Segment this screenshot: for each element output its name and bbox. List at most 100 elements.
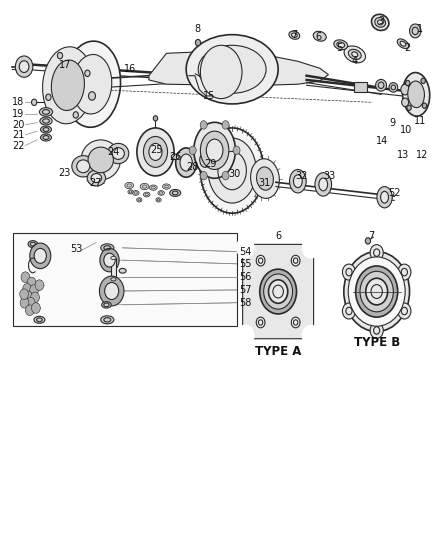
Ellipse shape (371, 14, 389, 30)
Text: 12: 12 (416, 150, 428, 159)
Circle shape (360, 271, 393, 312)
Circle shape (24, 291, 32, 302)
Ellipse shape (400, 41, 406, 46)
Ellipse shape (344, 46, 365, 63)
Text: 17: 17 (59, 60, 71, 70)
Ellipse shape (289, 31, 300, 39)
Ellipse shape (198, 45, 266, 93)
Ellipse shape (257, 167, 273, 190)
Text: 9: 9 (389, 118, 395, 127)
Text: 16: 16 (124, 64, 136, 74)
Ellipse shape (290, 169, 306, 193)
Ellipse shape (162, 184, 170, 189)
Circle shape (407, 105, 411, 110)
Ellipse shape (42, 47, 93, 124)
Ellipse shape (206, 139, 223, 161)
Circle shape (153, 116, 158, 121)
Circle shape (303, 238, 319, 257)
Text: 13: 13 (397, 150, 409, 159)
Circle shape (398, 303, 411, 319)
Circle shape (356, 266, 398, 317)
Text: 5: 5 (336, 43, 343, 53)
Ellipse shape (40, 126, 52, 133)
Ellipse shape (334, 40, 348, 50)
Text: 30: 30 (228, 169, 240, 179)
Text: 23: 23 (59, 168, 71, 177)
Ellipse shape (137, 198, 142, 202)
Text: 53: 53 (71, 245, 83, 254)
Circle shape (366, 278, 388, 305)
Text: 10: 10 (400, 125, 413, 134)
Text: 32: 32 (295, 171, 307, 181)
Ellipse shape (389, 83, 398, 92)
Ellipse shape (34, 316, 45, 323)
Ellipse shape (251, 159, 279, 198)
Ellipse shape (149, 143, 162, 160)
Circle shape (371, 285, 382, 298)
Circle shape (32, 99, 37, 106)
Circle shape (260, 269, 297, 314)
Circle shape (20, 297, 29, 308)
Text: 26: 26 (169, 152, 181, 161)
Ellipse shape (319, 178, 328, 191)
Ellipse shape (186, 35, 278, 104)
Circle shape (422, 103, 427, 108)
Ellipse shape (51, 60, 85, 110)
Circle shape (370, 245, 383, 261)
Circle shape (73, 112, 78, 118)
Ellipse shape (180, 154, 192, 171)
Ellipse shape (128, 190, 133, 194)
Circle shape (401, 84, 410, 95)
Text: TYPE A: TYPE A (255, 345, 301, 358)
Circle shape (57, 52, 63, 59)
Circle shape (303, 326, 319, 345)
Circle shape (398, 264, 411, 280)
Ellipse shape (102, 302, 111, 308)
Bar (354, 82, 367, 92)
Ellipse shape (208, 138, 256, 203)
Text: 27: 27 (89, 179, 102, 188)
Text: 21: 21 (12, 130, 25, 140)
Ellipse shape (315, 173, 332, 196)
Ellipse shape (137, 128, 174, 176)
Ellipse shape (28, 241, 38, 247)
Ellipse shape (408, 81, 424, 108)
Ellipse shape (39, 108, 53, 116)
Ellipse shape (88, 147, 113, 173)
Circle shape (402, 98, 409, 107)
Circle shape (195, 39, 201, 46)
Ellipse shape (119, 269, 126, 273)
Text: 57: 57 (239, 285, 251, 295)
Ellipse shape (200, 152, 210, 167)
Circle shape (34, 248, 46, 263)
Ellipse shape (132, 190, 139, 195)
Ellipse shape (403, 72, 430, 116)
Circle shape (15, 56, 33, 77)
Circle shape (273, 285, 283, 298)
Circle shape (105, 282, 119, 300)
Ellipse shape (40, 134, 52, 141)
Circle shape (35, 280, 44, 290)
Circle shape (344, 252, 410, 332)
Circle shape (264, 274, 293, 309)
Circle shape (30, 285, 39, 295)
Ellipse shape (352, 52, 358, 57)
Ellipse shape (101, 244, 114, 252)
Text: 54: 54 (239, 247, 251, 256)
Circle shape (343, 264, 356, 280)
Circle shape (421, 78, 425, 84)
Text: 3: 3 (378, 17, 384, 26)
Text: 22: 22 (12, 141, 25, 150)
Circle shape (237, 238, 253, 257)
Circle shape (237, 326, 253, 345)
Circle shape (31, 292, 39, 303)
Ellipse shape (171, 154, 179, 159)
Circle shape (85, 70, 90, 77)
Circle shape (268, 280, 288, 303)
Circle shape (189, 146, 196, 155)
Text: 1: 1 (417, 25, 424, 34)
Circle shape (104, 253, 115, 267)
Text: 14: 14 (376, 136, 388, 146)
Circle shape (291, 255, 300, 266)
Ellipse shape (40, 117, 52, 125)
